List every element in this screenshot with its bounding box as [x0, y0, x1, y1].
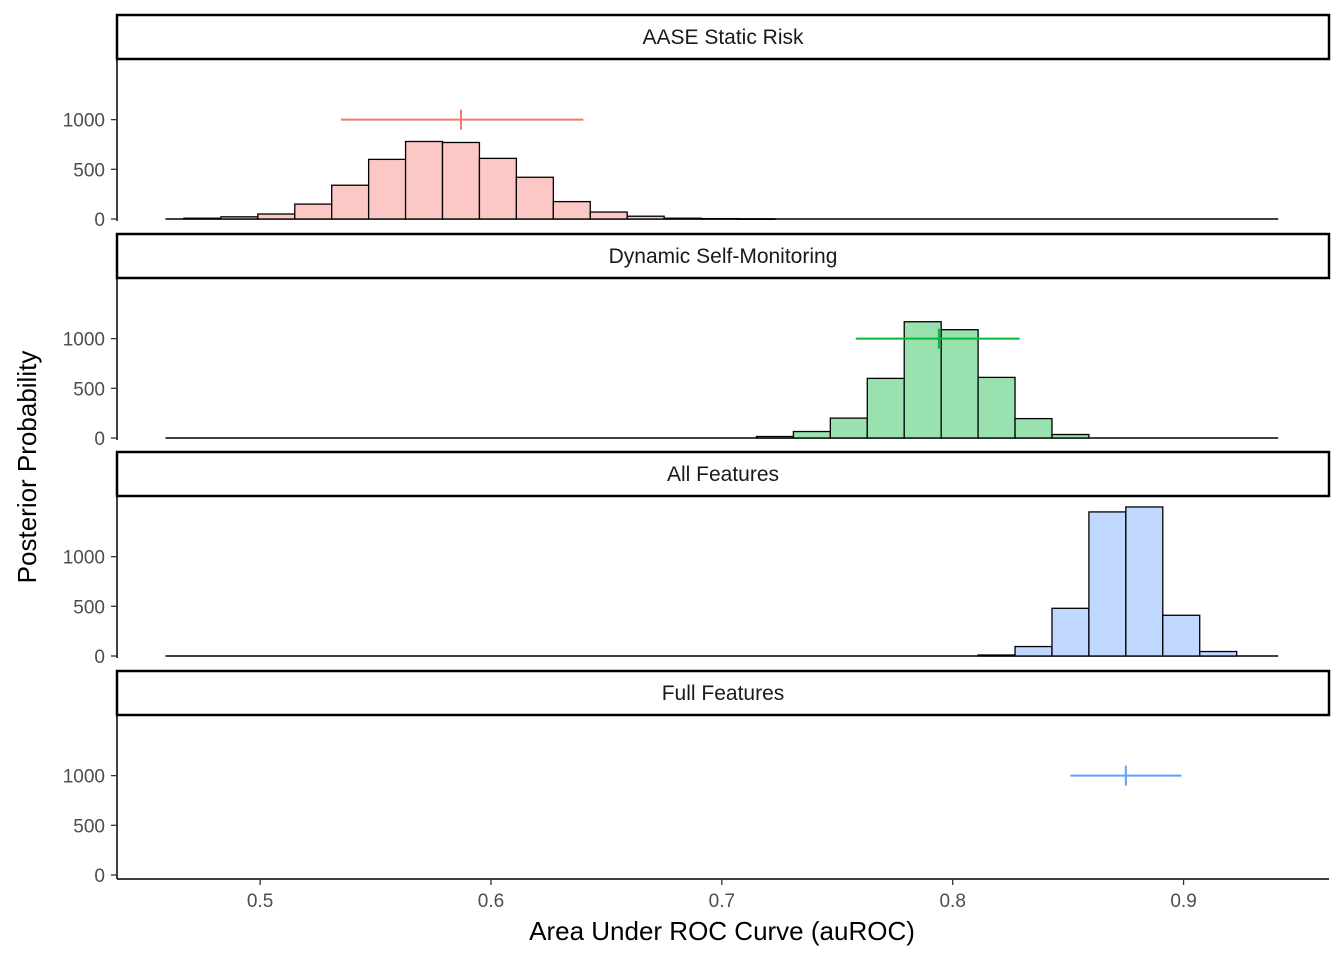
facet-strip — [115, 13, 1331, 61]
y-tick-label: 1000 — [63, 111, 105, 132]
histogram-bar — [1014, 645, 1053, 657]
x-tick-label: 0.8 — [939, 891, 965, 912]
histogram-bar — [1014, 417, 1053, 439]
y-tick-label: 500 — [73, 160, 105, 181]
histogram-bar — [663, 217, 702, 220]
panel-1: AASE Static Risk 0 500 1000 — [63, 13, 1331, 231]
histogram-bar — [441, 141, 481, 220]
histogram-bar — [1125, 506, 1164, 657]
x-axis-title: Area Under ROC Curve (auROC) — [529, 916, 915, 946]
histogram-bar — [404, 140, 444, 220]
histogram-bar — [1051, 607, 1090, 657]
y-tick-label: 500 — [73, 597, 105, 618]
facet-strip-label: All Features — [667, 463, 779, 486]
histogram-bar — [737, 218, 776, 220]
histogram-bar — [626, 215, 665, 220]
y-tick-label: 1000 — [63, 548, 105, 569]
panel-3: All Features 0 500 1000 — [63, 450, 1331, 668]
y-tick-label: 0 — [94, 429, 105, 450]
panel-4: Full Features 0 500 1000 — [63, 669, 1331, 887]
histogram-bar — [1051, 433, 1090, 439]
facet-strip-label: AASE Static Risk — [642, 26, 804, 49]
x-tick-label: 0.7 — [709, 891, 735, 912]
histogram-bar — [589, 211, 628, 220]
y-tick-label: 0 — [94, 866, 105, 887]
histogram-bar — [940, 329, 979, 439]
histogram-bar — [1199, 650, 1238, 657]
facet-strip — [115, 669, 1331, 717]
facet-strip-label: Full Features — [662, 682, 785, 705]
histogram-bar — [866, 377, 905, 439]
y-axis-title: Posterior Probability — [12, 351, 42, 584]
x-tick-label: 0.5 — [247, 891, 273, 912]
y-tick-label: 0 — [94, 647, 105, 668]
x-tick-label: 0.9 — [1170, 891, 1196, 912]
histogram-bar — [220, 216, 259, 220]
facet-strip — [115, 232, 1331, 280]
y-tick-label: 500 — [73, 379, 105, 400]
histogram-bar — [257, 213, 296, 220]
histogram-bar — [183, 217, 222, 220]
histogram-bar — [792, 430, 831, 439]
histogram-bar — [977, 654, 1016, 657]
histogram-bar — [903, 321, 942, 439]
histogram-bar — [755, 435, 795, 439]
facet-strip-label: Dynamic Self-Monitoring — [609, 245, 838, 268]
histogram-bar — [1088, 511, 1127, 657]
histogram-bar — [700, 217, 739, 220]
panel-2: Dynamic Self-Monitoring 0 500 1000 — [63, 232, 1331, 450]
x-tick-label: 0.6 — [478, 891, 504, 912]
histogram-bar — [977, 376, 1016, 439]
y-tick-label: 0 — [94, 210, 105, 231]
histogram-bar — [367, 158, 407, 220]
histogram-bar — [478, 157, 518, 220]
histogram-bar — [1162, 614, 1201, 657]
histogram-bar — [829, 417, 868, 439]
x-axis: 0.5 0.6 0.7 0.8 0.9 — [117, 878, 1329, 912]
histogram-bar — [294, 203, 333, 220]
y-tick-label: 1000 — [63, 330, 105, 351]
histogram-bar — [515, 176, 554, 220]
histogram-bar — [331, 184, 370, 220]
y-tick-label: 1000 — [63, 767, 105, 788]
y-tick-label: 500 — [73, 816, 105, 837]
facet-strip — [115, 450, 1331, 498]
histogram-bar — [552, 200, 591, 220]
